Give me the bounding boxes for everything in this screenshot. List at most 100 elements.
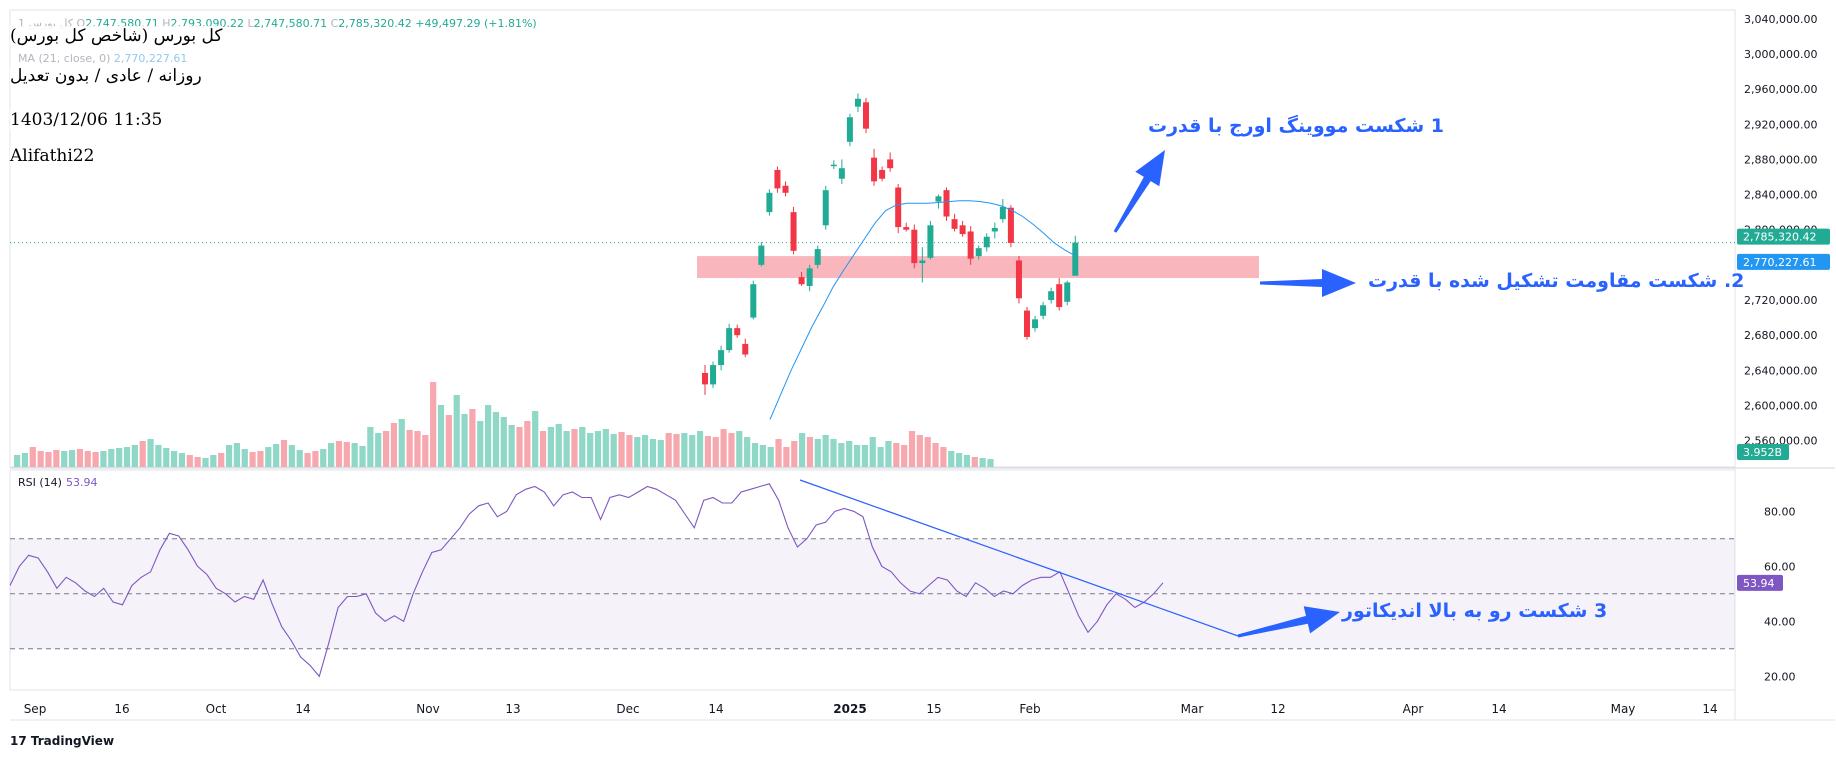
tradingview-logo[interactable]: 17 TradingView — [10, 734, 114, 748]
volume-bar — [987, 459, 994, 467]
volume-bar — [328, 443, 335, 467]
volume-bar — [312, 451, 319, 467]
volume-bar — [736, 431, 743, 467]
volume-bar — [665, 433, 672, 467]
volume-bar — [249, 452, 256, 467]
candle-body — [846, 117, 853, 142]
volume-bar — [728, 433, 735, 467]
candle-body — [943, 190, 950, 217]
info-datetime: 1403/12/06 11:35 — [10, 110, 163, 130]
time-tick-label: Oct — [206, 702, 227, 716]
volume-bar — [626, 435, 633, 467]
candle-body — [774, 169, 781, 189]
volume-bar — [437, 405, 445, 467]
price-tick-label: 2,880,000.00 — [1744, 153, 1817, 166]
price-badge-label: 2,770,227.61 — [1743, 256, 1816, 269]
volume-bar — [37, 451, 44, 467]
volume-bar — [257, 451, 264, 467]
volume-bar — [579, 427, 586, 467]
open-label: O — [76, 17, 86, 30]
volume-bar — [673, 434, 680, 467]
volume-bar — [84, 451, 91, 467]
volume-bar — [901, 445, 908, 467]
volume-bar — [320, 449, 327, 467]
volume-bar — [524, 421, 531, 467]
candle-body — [959, 225, 966, 235]
candle-body — [702, 372, 708, 385]
price-tick-label: 2,960,000.00 — [1744, 83, 1817, 96]
volume-bar — [61, 451, 68, 467]
rsi-trendline — [799, 479, 1239, 637]
volume-bar — [225, 445, 233, 467]
volume-bar — [351, 443, 358, 467]
volume-bar — [68, 450, 76, 467]
volume-bar — [147, 439, 154, 467]
info-settings: روزانه / عادی / بدون تعدیل — [10, 66, 202, 86]
ma-value: 2,770,227.61 — [113, 52, 188, 65]
volume-bar — [500, 417, 507, 467]
volume-bar — [296, 450, 303, 467]
volume-bar — [155, 445, 162, 467]
volume-bar — [924, 437, 931, 467]
candle-body — [1064, 282, 1071, 302]
volume-bar — [791, 441, 798, 467]
volume-bar — [241, 449, 248, 467]
volume-bar — [422, 435, 429, 467]
volume-bar — [555, 424, 562, 467]
volume-bar — [92, 452, 99, 467]
ma-line — [769, 200, 1076, 420]
candle-body — [726, 328, 733, 351]
time-tick-label: 14 — [1491, 702, 1506, 716]
rsi-badge-label: 53.94 — [1743, 577, 1775, 590]
volume-bar — [657, 440, 664, 467]
time-tick-label: Sep — [24, 702, 47, 716]
candle-body — [750, 284, 757, 318]
low-label: L — [247, 17, 254, 30]
volume-bar — [430, 382, 437, 467]
volume-bar — [273, 444, 280, 467]
volume-bar — [485, 405, 492, 467]
annotation-rsi-breakout: 3 شکست رو به بالا اندیکاتور — [1342, 600, 1608, 622]
candle-body — [734, 328, 741, 336]
candle-body — [1015, 260, 1022, 299]
candle-body — [1048, 291, 1055, 301]
volume-bar — [163, 448, 170, 467]
candle-body — [863, 102, 869, 129]
volume-bar — [751, 443, 759, 467]
rsi-tick-label: 80.00 — [1764, 505, 1796, 518]
price-tick-label: 3,040,000.00 — [1744, 13, 1817, 26]
candle-body — [838, 168, 845, 179]
price-tick-label: 3,000,000.00 — [1744, 48, 1817, 61]
volume-bar — [806, 437, 814, 467]
volume-bar — [712, 437, 719, 467]
price-badge-label: 2,785,320.42 — [1743, 231, 1816, 244]
volume-bar — [602, 429, 609, 467]
low-value: 2,747,580.71 — [253, 17, 328, 30]
candle-body — [871, 157, 878, 182]
volume-bar — [45, 452, 52, 467]
volume-bar — [288, 445, 295, 467]
price-tick-label: 2,640,000.00 — [1744, 364, 1817, 377]
volume-bar — [382, 431, 390, 467]
volume-bar — [194, 457, 201, 467]
price-badge — [1737, 228, 1830, 245]
candle-body — [911, 229, 918, 264]
candle-body — [758, 245, 765, 265]
candle-body — [1007, 207, 1014, 243]
time-tick-label: 16 — [114, 702, 129, 716]
rsi-tick-label: 20.00 — [1764, 670, 1796, 683]
candle-body — [951, 219, 958, 229]
volume-bar — [477, 421, 484, 467]
volume-bar — [461, 414, 468, 467]
volume-bar — [100, 451, 107, 467]
volume-bar — [830, 439, 837, 467]
volume-bar — [948, 451, 955, 467]
volume-bar — [885, 441, 892, 467]
candle-body — [975, 248, 982, 257]
rsi-legend: RSI (14) 53.94 — [18, 476, 97, 489]
candle-body — [999, 206, 1006, 220]
volume-bar — [759, 445, 766, 467]
volume-bar — [453, 395, 460, 467]
volume-bar — [869, 437, 876, 467]
